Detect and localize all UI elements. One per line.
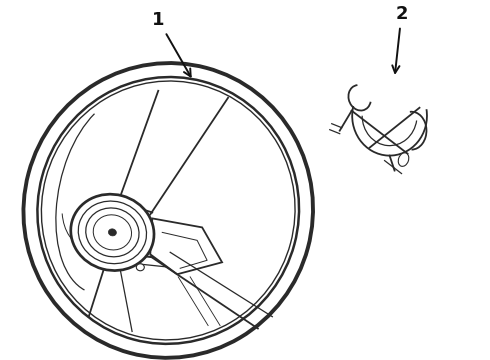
Ellipse shape xyxy=(108,229,116,236)
Ellipse shape xyxy=(71,194,154,271)
Ellipse shape xyxy=(93,215,131,250)
Text: 2: 2 xyxy=(392,5,408,73)
Ellipse shape xyxy=(41,81,295,340)
Ellipse shape xyxy=(136,264,144,271)
Ellipse shape xyxy=(37,77,299,344)
Polygon shape xyxy=(150,219,222,274)
Ellipse shape xyxy=(86,208,139,257)
Text: 1: 1 xyxy=(152,11,191,77)
Ellipse shape xyxy=(78,201,147,264)
Ellipse shape xyxy=(398,153,409,166)
